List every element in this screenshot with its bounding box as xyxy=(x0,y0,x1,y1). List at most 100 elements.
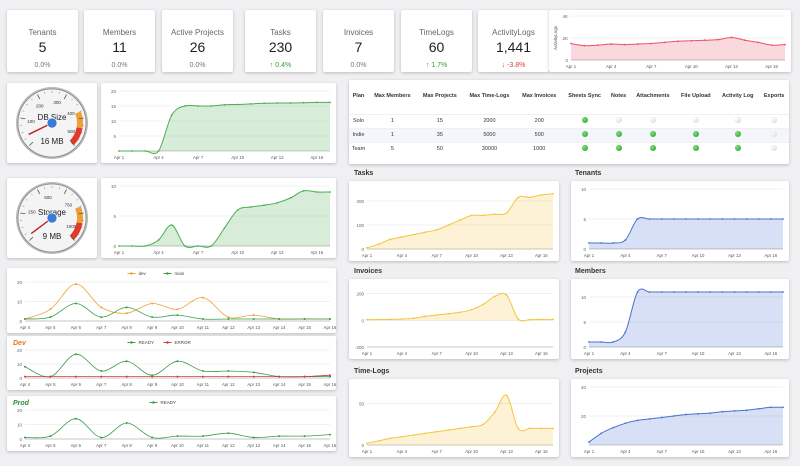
data-point xyxy=(366,442,368,445)
data-point xyxy=(424,231,427,234)
data-point xyxy=(315,191,318,193)
plans-col-header[interactable]: Max Members xyxy=(367,80,417,114)
data-point xyxy=(447,429,450,431)
data-point xyxy=(757,291,760,293)
plans-col-header[interactable]: Max Projects xyxy=(416,80,463,114)
data-point xyxy=(782,291,784,293)
data-point xyxy=(743,39,746,42)
data-point xyxy=(302,101,305,104)
x-tick-label: Apr 13 xyxy=(500,449,513,454)
plans-cell-feature xyxy=(630,127,676,142)
plans-col-header[interactable]: Max Invoices xyxy=(516,80,563,114)
prod-chart-card: 20 10 0 Prod Apr 4 Apr 5 Apr 6 Apr 7 Apr 8 Apr 9 A… xyxy=(7,396,337,451)
kpi-value: 5 xyxy=(38,39,47,55)
x-tick-label: Apr 7 xyxy=(432,351,443,356)
y-tick-label: 0 xyxy=(565,58,568,63)
gauge-tick xyxy=(24,233,27,235)
plans-cell-feature xyxy=(562,141,607,156)
data-point xyxy=(600,432,603,435)
data-point xyxy=(223,103,226,106)
x-tick-label: Apr 6 xyxy=(71,382,82,387)
plans-col-header[interactable]: Activity Log xyxy=(716,80,760,114)
data-point xyxy=(151,374,154,377)
data-point xyxy=(201,296,204,299)
plans-cell-feature xyxy=(759,127,789,142)
gauge-label: DB Size xyxy=(38,113,67,122)
data-point xyxy=(660,416,663,419)
plans-col-header[interactable]: Attachments xyxy=(630,80,676,114)
gauge-tick xyxy=(63,94,67,100)
kpi-change: 0.0% xyxy=(350,62,367,69)
tasks-chart-card: 200 100 0 Apr 1 Apr 4 Apr 7 Apr 10 Apr 13 Apr 16 xyxy=(349,181,559,261)
gauge-value: 16 MB xyxy=(40,137,63,146)
feature-enabled-icon xyxy=(649,131,656,137)
data-point xyxy=(721,410,724,413)
kpi-card-activitylogs[interactable]: ActivityLogs 1,441 ↓ -3.8% xyxy=(478,10,549,72)
data-point xyxy=(210,245,213,247)
kpi-value: 230 xyxy=(268,39,293,55)
data-point xyxy=(552,427,554,430)
invoices-chart-card: 200 0 -200 Apr 1 Apr 4 Apr 7 Apr 10 Apr 13 Apr 1… xyxy=(349,279,559,359)
data-point xyxy=(505,394,508,397)
data-point xyxy=(745,409,748,412)
plans-cell-members: 1 xyxy=(367,127,417,142)
data-point xyxy=(447,224,450,226)
data-point xyxy=(49,316,52,319)
kpi-card-invoices[interactable]: Invoices 7 0.0% xyxy=(323,10,394,72)
x-tick-label: Apr 13 xyxy=(725,64,738,69)
series-area xyxy=(119,190,330,248)
invoices-chart-title: Invoices xyxy=(354,268,383,275)
x-tick-label: Apr 10 xyxy=(171,443,184,448)
kpi-card-members[interactable]: Members 11 0.0% xyxy=(84,10,155,72)
data-point xyxy=(329,433,331,436)
series-line-main xyxy=(24,303,330,320)
data-point xyxy=(690,39,693,42)
gauge-scale-label: 1000 xyxy=(66,224,77,229)
y-tick-label: 10 xyxy=(17,423,23,428)
data-point xyxy=(685,218,687,220)
data-point xyxy=(176,360,179,363)
data-point xyxy=(493,410,496,413)
data-point xyxy=(227,318,230,321)
feature-disabled-icon xyxy=(771,145,778,152)
data-point xyxy=(176,308,179,311)
gauge-tick xyxy=(29,141,34,146)
gauge-tick xyxy=(21,227,24,229)
plans-col-header[interactable]: Exports xyxy=(759,80,789,114)
x-tick-label: Apr 11 xyxy=(197,325,210,330)
plans-col-header[interactable]: Notes xyxy=(606,80,631,114)
y-tick-label: 2K xyxy=(562,36,568,41)
x-tick-label: Apr 4 xyxy=(620,449,631,454)
data-point xyxy=(685,413,687,416)
data-point xyxy=(660,218,663,220)
gauge-tick xyxy=(71,98,73,101)
data-point xyxy=(600,341,603,343)
x-tick-label: Apr 4 xyxy=(397,449,408,454)
data-point xyxy=(505,294,508,296)
gauge-tick xyxy=(78,212,84,215)
data-point xyxy=(672,415,675,417)
data-point xyxy=(74,353,77,356)
plans-col-header[interactable]: Plan xyxy=(349,80,368,114)
y-tick-label: 5 xyxy=(113,134,116,139)
x-tick-label: Apr 14 xyxy=(273,382,286,387)
y-tick-label: 5 xyxy=(113,214,116,219)
plans-col-header[interactable]: Max Time-Logs xyxy=(462,80,517,114)
kpi-card-tenants[interactable]: Tenants 5 0.0% xyxy=(7,10,78,72)
data-point xyxy=(249,206,252,208)
data-point xyxy=(482,423,485,426)
kpi-card-timelogs[interactable]: TimeLogs 60 ↑ 1.7% xyxy=(401,10,472,72)
plans-cell-feature xyxy=(630,113,676,128)
data-point xyxy=(624,422,627,425)
gauge-tick xyxy=(79,205,82,207)
kpi-card-active-projects[interactable]: Active Projects 26 0.0% xyxy=(162,10,233,72)
data-point xyxy=(721,218,724,220)
plans-col-header[interactable]: File Upload xyxy=(675,80,717,114)
plans-col-header[interactable]: Sheets Sync xyxy=(562,80,607,114)
x-tick-label: Apr 12 xyxy=(222,382,235,387)
kpi-card-tasks[interactable]: Tasks 230 ↑ 0.4% xyxy=(245,10,316,72)
data-point xyxy=(227,375,230,378)
x-tick-label: Apr 13 xyxy=(728,253,741,258)
data-point xyxy=(100,306,103,309)
data-point xyxy=(125,360,128,363)
